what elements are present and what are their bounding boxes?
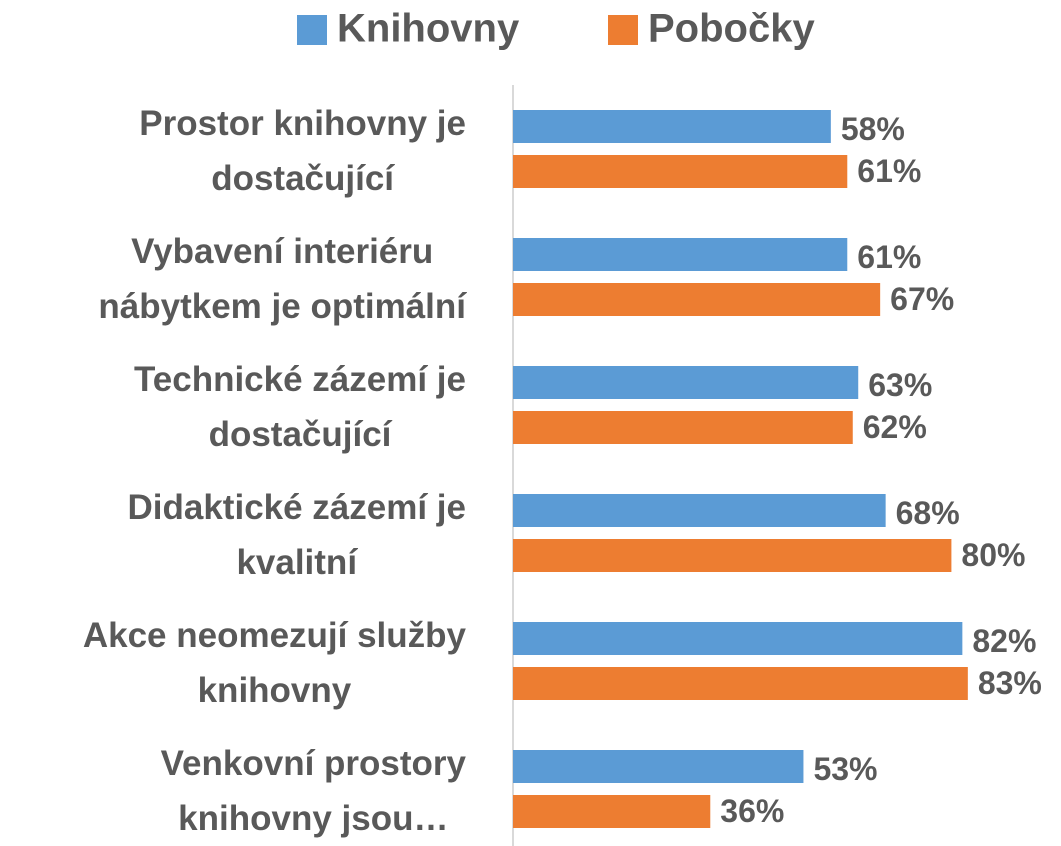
bar <box>513 283 881 316</box>
value-label: 58% <box>841 111 905 147</box>
bar <box>513 366 859 399</box>
bar <box>513 411 853 444</box>
category-label: Technické zázemí je dostačující <box>133 360 466 454</box>
bar <box>513 238 848 271</box>
value-label: 61% <box>857 239 921 275</box>
bar <box>513 667 968 700</box>
category-label: Akce neomezují služby knihovny <box>82 616 466 710</box>
value-label: 82% <box>972 623 1036 659</box>
legend-swatch <box>608 15 638 45</box>
bar <box>513 155 848 188</box>
category-label: Venkovní prostory knihovny jsou… <box>160 744 466 838</box>
category-label: Prostor knihovny je dostačující <box>139 104 466 198</box>
value-label: 80% <box>961 537 1025 573</box>
bar <box>513 795 711 828</box>
value-label: 83% <box>978 665 1042 701</box>
bar <box>513 539 952 572</box>
value-label: 61% <box>857 153 921 189</box>
category-label: Didaktické zázemí je kvalitní <box>127 488 467 582</box>
bar <box>513 110 831 143</box>
bar <box>513 494 886 527</box>
value-label: 53% <box>813 751 877 787</box>
legend-label: Pobočky <box>648 7 815 51</box>
category-label: Vybavení interiéru nábytkem je optimální <box>98 232 466 326</box>
value-label: 62% <box>863 409 927 445</box>
legend-swatch <box>297 15 327 45</box>
bar <box>513 750 804 783</box>
bar <box>513 622 963 655</box>
value-label: 63% <box>868 367 932 403</box>
value-label: 67% <box>890 281 954 317</box>
value-label: 68% <box>896 495 960 531</box>
legend-label: Knihovny <box>337 7 520 51</box>
value-label: 36% <box>720 793 784 829</box>
